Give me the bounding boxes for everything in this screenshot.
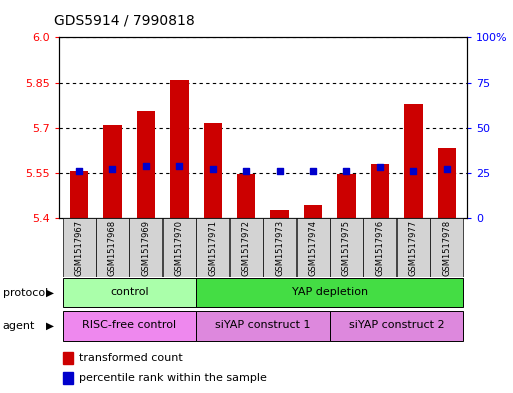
Text: GSM1517967: GSM1517967: [74, 220, 84, 276]
FancyBboxPatch shape: [430, 218, 463, 277]
Text: RISC-free control: RISC-free control: [82, 320, 176, 330]
Point: [342, 168, 350, 174]
Text: GSM1517973: GSM1517973: [275, 220, 284, 276]
FancyBboxPatch shape: [230, 218, 263, 277]
FancyBboxPatch shape: [196, 218, 229, 277]
Text: protocol: protocol: [3, 288, 48, 298]
Bar: [204, 123, 222, 218]
FancyBboxPatch shape: [330, 218, 363, 277]
Text: GSM1517969: GSM1517969: [142, 220, 150, 276]
Point: [75, 168, 83, 174]
Bar: [438, 148, 456, 218]
Bar: [103, 125, 122, 218]
Text: percentile rank within the sample: percentile rank within the sample: [80, 373, 267, 383]
Text: GDS5914 / 7990818: GDS5914 / 7990818: [54, 13, 194, 28]
Bar: [337, 174, 356, 218]
FancyBboxPatch shape: [63, 218, 95, 277]
Text: siYAP construct 2: siYAP construct 2: [349, 320, 444, 330]
Point: [209, 166, 217, 173]
Bar: [270, 210, 289, 218]
Text: YAP depletion: YAP depletion: [292, 287, 368, 297]
Text: GSM1517972: GSM1517972: [242, 220, 251, 276]
FancyBboxPatch shape: [129, 218, 163, 277]
Bar: [137, 111, 155, 218]
FancyBboxPatch shape: [263, 218, 296, 277]
FancyBboxPatch shape: [63, 278, 196, 307]
Bar: [63, 352, 73, 364]
Point: [242, 168, 250, 174]
Bar: [170, 80, 189, 218]
Text: GSM1517978: GSM1517978: [442, 220, 451, 276]
Bar: [371, 165, 389, 218]
FancyBboxPatch shape: [196, 310, 330, 341]
FancyBboxPatch shape: [363, 218, 397, 277]
Text: GSM1517970: GSM1517970: [175, 220, 184, 276]
FancyBboxPatch shape: [330, 310, 463, 341]
FancyBboxPatch shape: [297, 218, 330, 277]
FancyBboxPatch shape: [63, 310, 196, 341]
Bar: [304, 205, 322, 218]
Text: GSM1517974: GSM1517974: [308, 220, 318, 276]
Bar: [404, 104, 423, 218]
Text: GSM1517977: GSM1517977: [409, 220, 418, 276]
Point: [376, 164, 384, 171]
Text: GSM1517976: GSM1517976: [376, 220, 384, 276]
Text: ▶: ▶: [46, 321, 54, 331]
FancyBboxPatch shape: [196, 278, 463, 307]
Point: [275, 168, 284, 174]
FancyBboxPatch shape: [397, 218, 430, 277]
Text: control: control: [110, 287, 148, 297]
Point: [443, 166, 451, 173]
Bar: [63, 372, 73, 384]
Point: [409, 168, 418, 174]
Text: siYAP construct 1: siYAP construct 1: [215, 320, 311, 330]
Bar: [237, 174, 255, 218]
Bar: [70, 171, 88, 218]
FancyBboxPatch shape: [163, 218, 196, 277]
Point: [309, 168, 317, 174]
Text: GSM1517971: GSM1517971: [208, 220, 218, 276]
Text: GSM1517968: GSM1517968: [108, 220, 117, 276]
Point: [175, 163, 184, 169]
Point: [142, 163, 150, 169]
Text: agent: agent: [3, 321, 35, 331]
Point: [108, 166, 116, 173]
FancyBboxPatch shape: [96, 218, 129, 277]
Text: GSM1517975: GSM1517975: [342, 220, 351, 276]
Text: ▶: ▶: [46, 288, 54, 298]
Text: transformed count: transformed count: [80, 353, 183, 363]
